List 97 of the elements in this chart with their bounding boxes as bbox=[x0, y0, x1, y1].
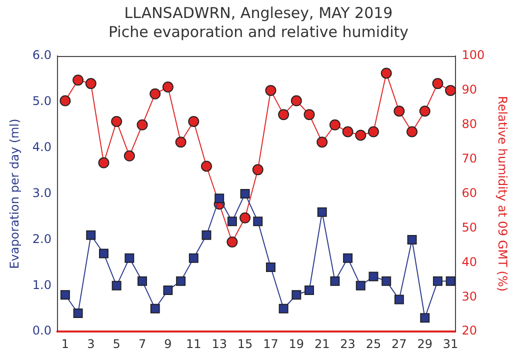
point bbox=[265, 84, 276, 96]
x-tick-label: 3 bbox=[87, 336, 95, 351]
point bbox=[380, 68, 392, 79]
point bbox=[72, 74, 84, 86]
y2-tick-label: 30 bbox=[462, 289, 477, 304]
point bbox=[111, 116, 122, 127]
point bbox=[227, 216, 237, 226]
y-tick-label: 3.0 bbox=[32, 186, 52, 200]
point bbox=[368, 126, 379, 138]
x-tick-label: 9 bbox=[164, 336, 172, 351]
point bbox=[446, 276, 456, 286]
y2-tick-label: 40 bbox=[462, 254, 477, 269]
y2-tick-label: 100 bbox=[462, 48, 485, 62]
point bbox=[419, 106, 430, 117]
point bbox=[226, 236, 238, 248]
point bbox=[60, 290, 70, 300]
x-tick-label: 31 bbox=[442, 336, 458, 351]
x-tick-label: 11 bbox=[186, 336, 202, 351]
point bbox=[240, 189, 250, 199]
point bbox=[202, 230, 212, 240]
y-tick-label: 2.0 bbox=[32, 232, 52, 246]
y2-tick-label: 70 bbox=[462, 151, 477, 166]
x-tick-label: 25 bbox=[366, 336, 382, 351]
y2-tick-label: 60 bbox=[462, 186, 477, 200]
point bbox=[163, 286, 173, 296]
point bbox=[162, 82, 174, 93]
point bbox=[368, 272, 378, 282]
point bbox=[138, 276, 148, 286]
y-tick-label: 1.0 bbox=[32, 278, 52, 292]
x-tick-label: 27 bbox=[392, 336, 407, 351]
point bbox=[124, 150, 135, 162]
point bbox=[175, 136, 186, 148]
point bbox=[124, 253, 134, 263]
point bbox=[356, 280, 366, 290]
x-tick-label: 5 bbox=[112, 336, 120, 351]
point bbox=[407, 234, 417, 244]
y2-tick-label: 50 bbox=[462, 220, 477, 234]
point bbox=[86, 230, 96, 240]
x-tick-label: 21 bbox=[314, 336, 330, 351]
point bbox=[317, 207, 327, 217]
point bbox=[188, 116, 200, 127]
point bbox=[292, 290, 302, 300]
x-tick-label: 19 bbox=[288, 336, 304, 351]
y-tick-label: 5.0 bbox=[32, 94, 52, 108]
point bbox=[73, 308, 83, 318]
point bbox=[85, 78, 96, 90]
point bbox=[394, 106, 405, 117]
point bbox=[150, 88, 161, 100]
point bbox=[266, 262, 276, 272]
point bbox=[394, 294, 404, 304]
point bbox=[330, 276, 340, 286]
point bbox=[112, 280, 122, 290]
chart-subtitle: Piche evaporation and relative humidity bbox=[107, 23, 410, 42]
x-tick-label: 29 bbox=[417, 336, 433, 351]
y2-tick-label: 80 bbox=[462, 117, 477, 132]
x-tick-label: 23 bbox=[340, 336, 356, 351]
point bbox=[420, 313, 430, 323]
y-tick-label: 6.0 bbox=[32, 48, 52, 62]
chart-title: LLANSADWRN, Anglesey, MAY 2019 bbox=[123, 4, 394, 23]
point bbox=[240, 212, 251, 224]
point bbox=[432, 78, 444, 90]
x-tick-label: 17 bbox=[263, 336, 278, 351]
x-tick-label: 1 bbox=[61, 336, 70, 351]
point bbox=[98, 157, 110, 168]
point bbox=[278, 304, 288, 314]
point bbox=[343, 253, 353, 263]
x-tick-label: 15 bbox=[237, 336, 253, 351]
point bbox=[98, 248, 108, 258]
point bbox=[329, 119, 340, 130]
x-tick-label: 7 bbox=[138, 336, 146, 351]
y2-tick-label: 90 bbox=[462, 82, 477, 97]
point bbox=[150, 304, 160, 314]
point bbox=[355, 130, 366, 141]
point bbox=[304, 286, 314, 296]
point bbox=[252, 164, 264, 176]
point bbox=[214, 194, 224, 204]
x-tick-label: 13 bbox=[212, 336, 227, 351]
y-tick-label: 0.0 bbox=[32, 324, 52, 338]
y2-axis-title: Relative humidity at 09 GMT (%) bbox=[496, 96, 510, 292]
point bbox=[445, 84, 456, 96]
y-axis-title: Evaporation per day (ml) bbox=[7, 118, 22, 269]
point bbox=[382, 276, 392, 286]
point bbox=[253, 216, 263, 226]
point bbox=[188, 253, 198, 263]
y-tick-label: 4.0 bbox=[32, 140, 52, 154]
point bbox=[200, 160, 212, 172]
point bbox=[278, 109, 290, 120]
point bbox=[290, 95, 302, 106]
point bbox=[406, 126, 418, 138]
point bbox=[304, 109, 315, 120]
point bbox=[316, 136, 328, 148]
point bbox=[432, 276, 442, 286]
point bbox=[136, 119, 148, 130]
point bbox=[342, 126, 354, 138]
point bbox=[60, 95, 71, 106]
point bbox=[176, 276, 186, 286]
y2-tick-label: 20 bbox=[462, 324, 477, 338]
